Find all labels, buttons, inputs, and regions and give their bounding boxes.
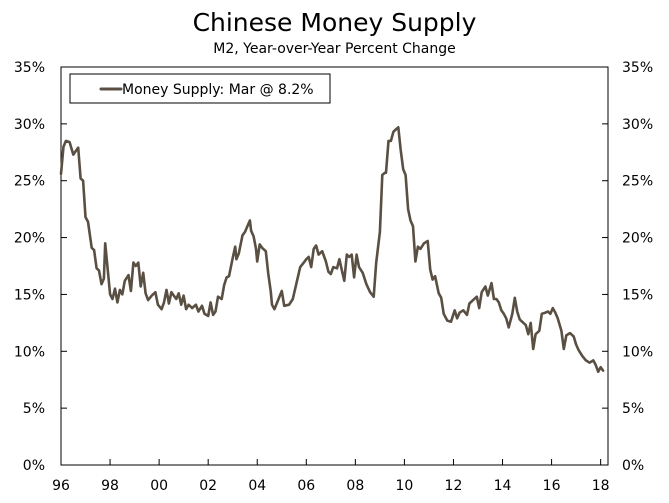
y-tick-label-right: 20%	[622, 231, 653, 247]
x-tick-label: 10	[395, 478, 413, 494]
x-axis: 96 98 00 02 04 06 08 10 12 14 16 18	[52, 459, 610, 494]
y-tick-label-right: 10%	[622, 344, 653, 360]
y-tick-label-right: 35%	[622, 60, 653, 76]
x-tick-label: 18	[592, 478, 610, 494]
y-tick-label-left: 25%	[14, 174, 45, 190]
y-tick-label-left: 20%	[14, 231, 45, 247]
y-tick-label-left: 30%	[14, 117, 45, 133]
chart-title: Chinese Money Supply	[192, 8, 477, 37]
legend-label: Money Supply: Mar @ 8.2%	[122, 82, 314, 98]
x-tick-label: 98	[101, 478, 119, 494]
x-tick-label: 06	[297, 478, 315, 494]
y-tick-label-right: 30%	[622, 117, 653, 133]
y-tick-label-left: 35%	[14, 60, 45, 76]
series-line-money-supply	[59, 126, 605, 374]
x-tick-label: 12	[445, 478, 463, 494]
y-tick-label-right: 0%	[622, 458, 644, 474]
x-tick-label: 08	[346, 478, 364, 494]
x-tick-label: 96	[52, 478, 70, 494]
y-tick-label-left: 0%	[23, 458, 45, 474]
x-tick-label: 04	[248, 478, 266, 494]
y-tick-label-left: 10%	[14, 344, 45, 360]
x-tick-label: 14	[494, 478, 512, 494]
y-tick-label-right: 25%	[622, 174, 653, 190]
y-tick-label-left: 15%	[14, 287, 45, 303]
x-tick-label: 16	[543, 478, 561, 494]
y-tick-label-right: 15%	[622, 287, 653, 303]
y-axis-right: 0% 5% 10% 15% 20% 25% 30% 35%	[602, 60, 653, 474]
x-tick-label: 02	[199, 478, 217, 494]
y-axis-left: 0% 5% 10% 15% 20% 25% 30% 35%	[14, 60, 67, 474]
legend: Money Supply: Mar @ 8.2%	[69, 73, 331, 104]
y-tick-label-right: 5%	[622, 401, 644, 417]
plot-area-frame	[60, 66, 609, 466]
chart-subtitle: M2, Year-over-Year Percent Change	[213, 41, 456, 57]
x-tick-label: 00	[150, 478, 168, 494]
y-tick-label-left: 5%	[23, 401, 45, 417]
